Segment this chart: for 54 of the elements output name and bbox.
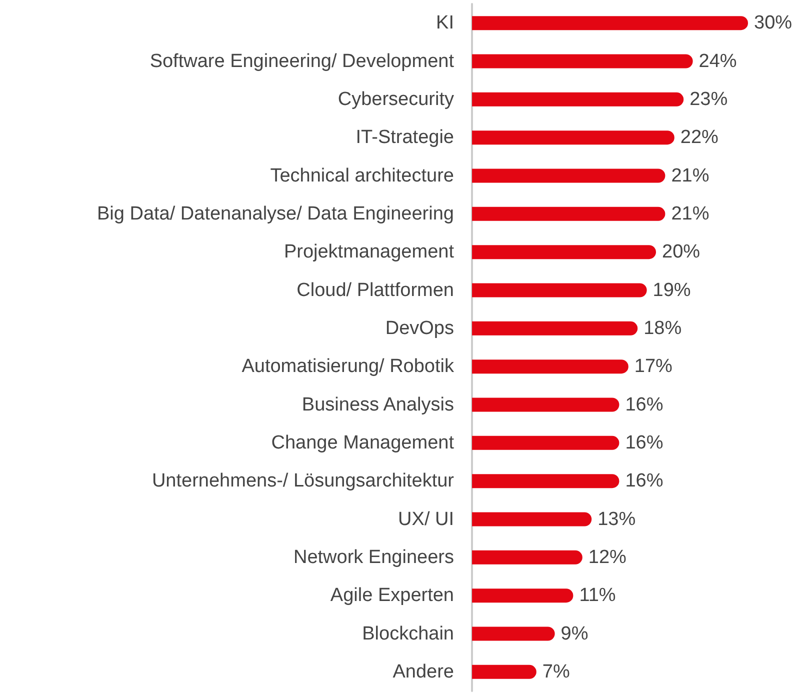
- bar: [472, 321, 638, 336]
- data-label: 16%: [625, 470, 664, 492]
- bar: [472, 245, 656, 260]
- data-label: 9%: [560, 623, 588, 644]
- y-tick-label: Andere: [392, 661, 454, 682]
- bar: [472, 664, 536, 679]
- data-label: 20%: [662, 242, 700, 263]
- data-label: 13%: [598, 508, 636, 530]
- bar: [472, 398, 620, 412]
- y-tick-label: Blockchain: [362, 623, 454, 644]
- data-label: 12%: [588, 546, 627, 568]
- bar: [472, 626, 555, 641]
- data-label: 21%: [671, 203, 710, 224]
- y-tick-label: DevOps: [385, 318, 454, 339]
- y-tick-label: UX/ UI: [398, 508, 454, 530]
- y-tick-label: KI: [436, 12, 454, 34]
- y-tick-label: Change Management: [271, 432, 455, 454]
- bar: [472, 54, 693, 68]
- data-label: 18%: [644, 318, 682, 339]
- y-tick-label: Software Engineering/ Development: [150, 50, 455, 72]
- bar: [472, 550, 582, 564]
- bar: [472, 283, 647, 298]
- y-tick-label: Projektmanagement: [284, 242, 455, 263]
- bar: [472, 588, 574, 603]
- bar: [472, 360, 628, 374]
- data-label: 23%: [690, 88, 728, 110]
- data-label: 16%: [625, 394, 664, 416]
- data-label: 11%: [579, 585, 616, 606]
- y-tick-label: Big Data/ Datenanalyse/ Data Engineering: [96, 203, 454, 224]
- data-label: 30%: [754, 12, 792, 34]
- y-tick-label: Cloud/ Plattformen: [296, 280, 454, 301]
- y-tick-label: Network Engineers: [293, 546, 454, 568]
- y-tick-label: Automatisierung/ Robotik: [242, 356, 454, 378]
- bar: [472, 16, 748, 30]
- y-tick-label: Agile Experten: [330, 585, 454, 606]
- data-label: 7%: [542, 661, 570, 682]
- bar: [472, 92, 684, 106]
- y-tick-label: IT-Strategie: [356, 127, 454, 148]
- bar: [472, 130, 674, 145]
- data-label: 19%: [652, 280, 691, 301]
- y-tick-label: Cybersecurity: [338, 88, 454, 110]
- data-label: 17%: [634, 356, 673, 378]
- bar: [472, 168, 666, 183]
- data-label: 24%: [698, 50, 737, 72]
- bar: [472, 436, 620, 450]
- bar: [472, 206, 666, 221]
- y-tick-label: Unternehmens-/ Lösungsarchitektur: [152, 470, 455, 492]
- bar: [472, 512, 592, 526]
- bar: [472, 474, 620, 488]
- y-tick-label: Business Analysis: [302, 394, 454, 416]
- data-label: 16%: [625, 432, 664, 454]
- data-label: 21%: [671, 165, 710, 186]
- data-label: 22%: [680, 127, 719, 148]
- y-tick-label: Technical architecture: [270, 165, 454, 186]
